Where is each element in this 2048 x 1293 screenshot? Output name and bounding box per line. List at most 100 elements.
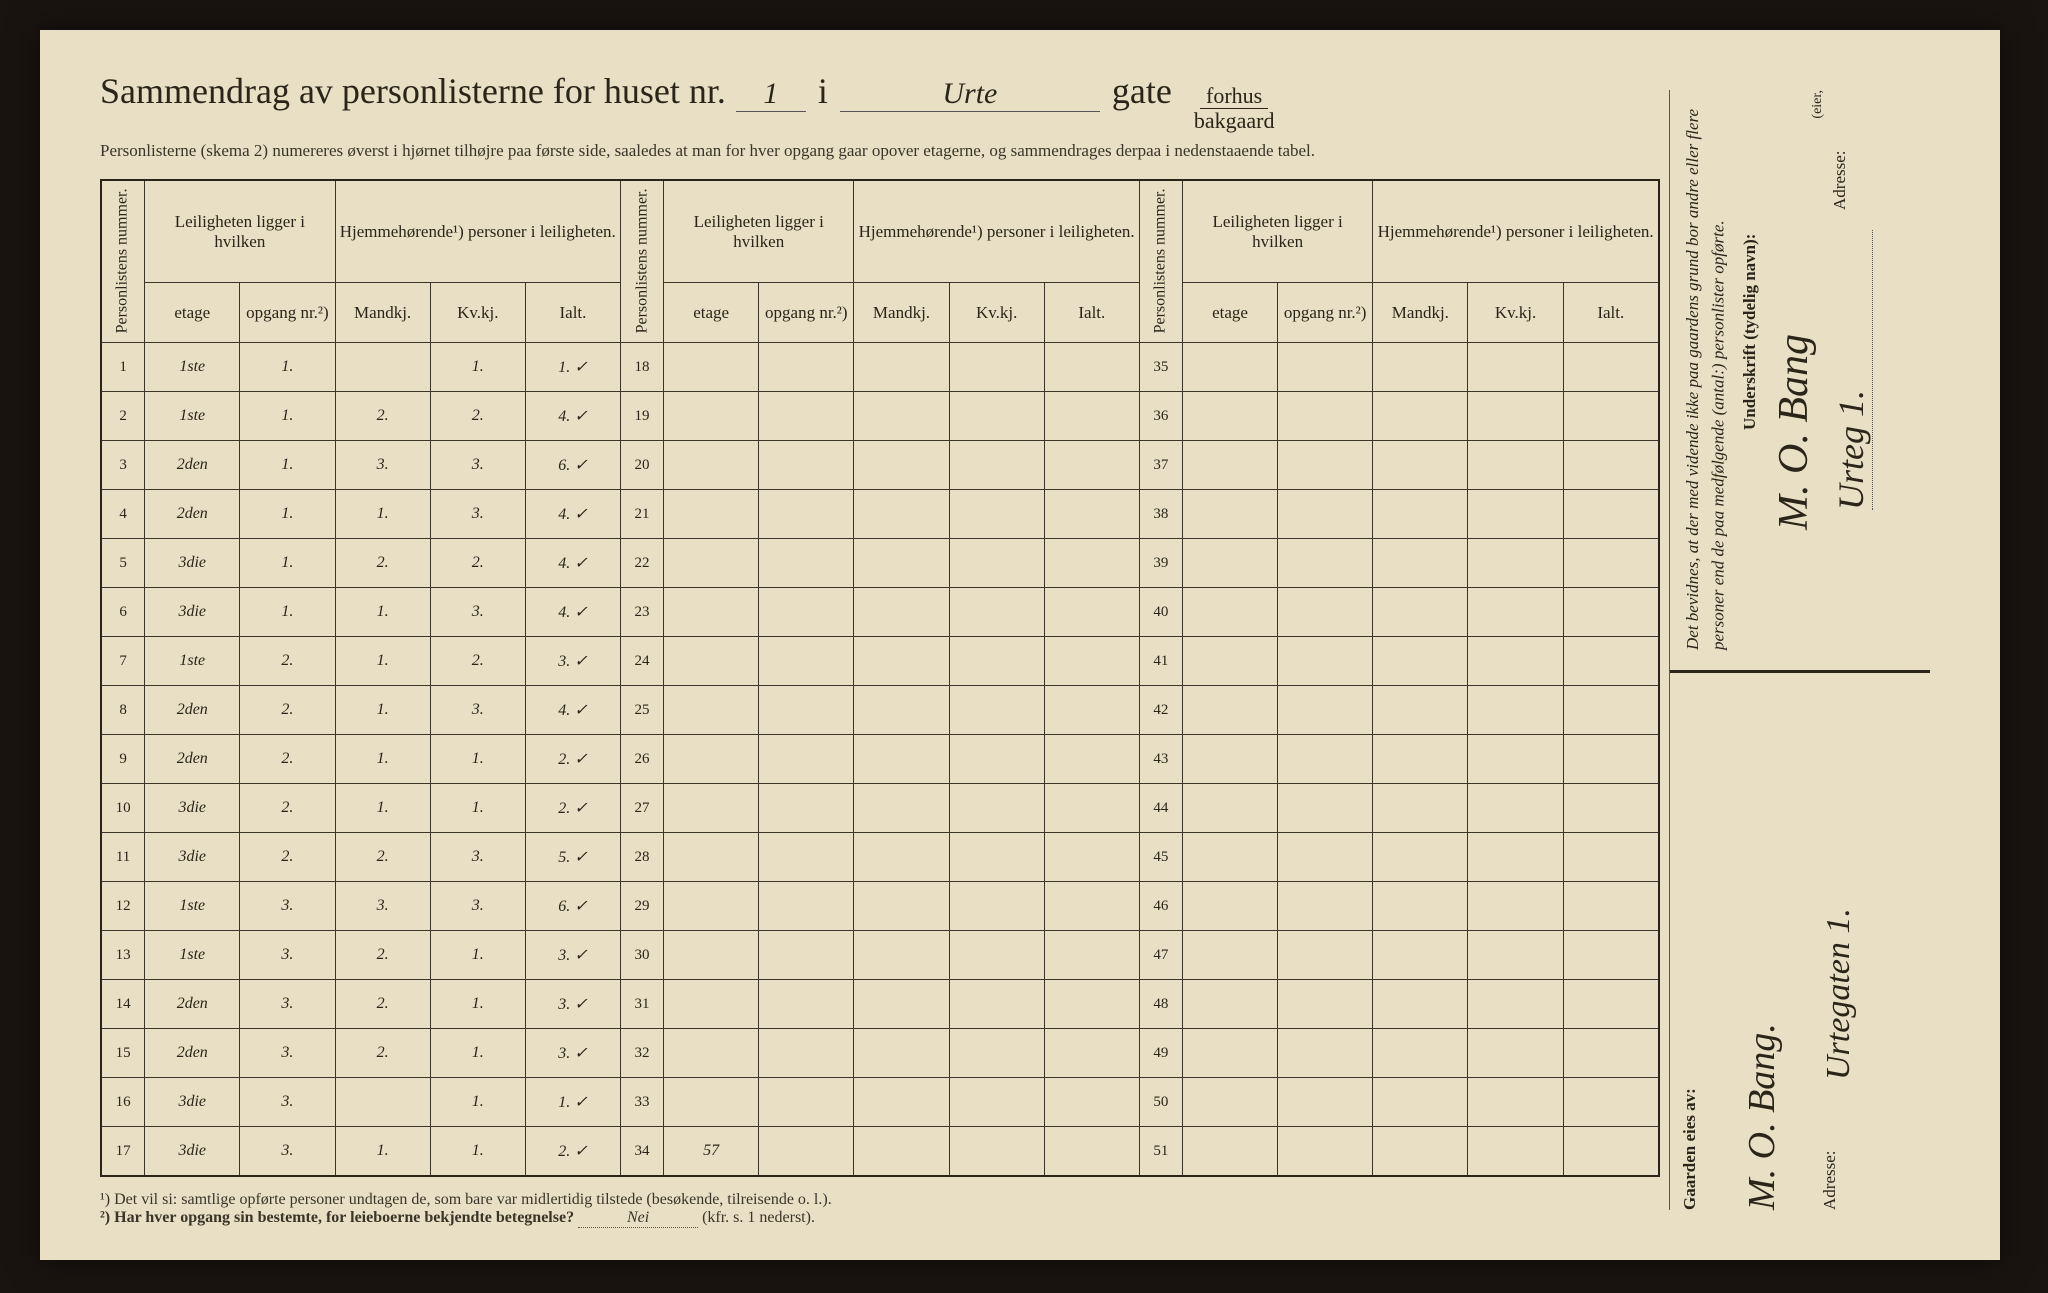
cell-empty <box>1182 784 1277 833</box>
row-num-2: 29 <box>621 882 664 931</box>
cell-empty <box>1044 931 1139 980</box>
cell-empty <box>1563 735 1659 784</box>
cell-empty <box>854 735 949 784</box>
cell-empty <box>1563 882 1659 931</box>
row-num: 4 <box>101 490 145 539</box>
row-num-3: 44 <box>1139 784 1182 833</box>
street-name: Urte <box>840 77 1100 112</box>
row-num-3: 38 <box>1139 490 1182 539</box>
cell-empty <box>1182 1127 1277 1177</box>
cell-mandkj: 2. <box>335 392 430 441</box>
cell-empty <box>949 686 1044 735</box>
row-num-2: 23 <box>621 588 664 637</box>
col-leilighet-1: Leiligheten ligger i hvilken <box>145 180 335 282</box>
cell-empty <box>1044 539 1139 588</box>
census-table: Personlistens nummer. Leiligheten ligger… <box>100 179 1660 1177</box>
cell-empty <box>1468 588 1563 637</box>
cell-empty <box>1563 980 1659 1029</box>
table-row: 113die2.2.3.5. ✓2845 <box>101 833 1659 882</box>
table-row: 42den1.1.3.4. ✓2138 <box>101 490 1659 539</box>
cell-empty <box>1468 686 1563 735</box>
cell-empty <box>759 1078 854 1127</box>
cell-empty <box>1373 980 1468 1029</box>
col-leilighet-2: Leiligheten ligger i hvilken <box>664 180 854 282</box>
row-num: 6 <box>101 588 145 637</box>
cell-empty <box>1182 1078 1277 1127</box>
cell-empty <box>1468 1127 1563 1177</box>
cell-empty <box>1373 882 1468 931</box>
cell-empty <box>1044 637 1139 686</box>
cell-empty <box>1278 686 1373 735</box>
row-num: 5 <box>101 539 145 588</box>
cell-empty <box>1182 392 1277 441</box>
cell-empty <box>1563 637 1659 686</box>
cell-empty <box>759 931 854 980</box>
cell-empty <box>664 931 759 980</box>
cell-mandkj: 3. <box>335 441 430 490</box>
cell-opgang: 2. <box>240 735 335 784</box>
cell-kvkj: 1. <box>430 343 525 392</box>
row-num-3: 41 <box>1139 637 1182 686</box>
cell-empty <box>1563 833 1659 882</box>
cell-ialt: 4. ✓ <box>525 588 620 637</box>
row-num-2: 24 <box>621 637 664 686</box>
cell-kvkj: 1. <box>430 1078 525 1127</box>
cell-empty <box>1373 539 1468 588</box>
cell-etage: 1ste <box>145 931 240 980</box>
cell-etage: 3die <box>145 588 240 637</box>
cell-empty <box>1563 539 1659 588</box>
cell-empty <box>1182 490 1277 539</box>
cell-empty <box>664 1029 759 1078</box>
h-kvkj-3: Kv.kj. <box>1468 283 1563 343</box>
h-ialt-3: Ialt. <box>1563 283 1659 343</box>
cell-ialt: 3. ✓ <box>525 1029 620 1078</box>
table-row: 11ste1.1.1. ✓1835 <box>101 343 1659 392</box>
cell-ialt: 2. ✓ <box>525 735 620 784</box>
cell-etage: 2den <box>145 1029 240 1078</box>
cell-empty <box>949 735 1044 784</box>
cell-etage: 1ste <box>145 882 240 931</box>
cell-empty <box>1182 343 1277 392</box>
cell-empty <box>1373 784 1468 833</box>
row-num-3: 36 <box>1139 392 1182 441</box>
title-gate: gate <box>1112 70 1172 112</box>
cell-empty <box>759 490 854 539</box>
row-num-2: 18 <box>621 343 664 392</box>
cell-empty <box>759 735 854 784</box>
cell-empty <box>1563 1029 1659 1078</box>
h-kvkj-2: Kv.kj. <box>949 283 1044 343</box>
h-mandkj-2: Mandkj. <box>854 283 949 343</box>
cell-opgang: 3. <box>240 980 335 1029</box>
cell-kvkj: 1. <box>430 735 525 784</box>
row-num-2: 32 <box>621 1029 664 1078</box>
cell-etage: 1ste <box>145 343 240 392</box>
cell-empty <box>664 392 759 441</box>
cell-etage: 2den <box>145 980 240 1029</box>
cell-mandkj: 2. <box>335 1029 430 1078</box>
cell-empty <box>949 1127 1044 1177</box>
row-num-2: 21 <box>621 490 664 539</box>
cell-empty <box>759 539 854 588</box>
cell-empty <box>1373 1078 1468 1127</box>
row-num-2: 25 <box>621 686 664 735</box>
cell-etage: 2den <box>145 441 240 490</box>
cell-empty <box>949 1078 1044 1127</box>
cell-empty <box>1563 784 1659 833</box>
cell-empty <box>1468 392 1563 441</box>
cell-empty <box>759 980 854 1029</box>
cell-opgang: 3. <box>240 1029 335 1078</box>
cell-empty <box>759 392 854 441</box>
row-num: 1 <box>101 343 145 392</box>
cell-kvkj: 1. <box>430 931 525 980</box>
cell-ialt: 5. ✓ <box>525 833 620 882</box>
row-num-3: 39 <box>1139 539 1182 588</box>
row-num-3: 50 <box>1139 1078 1182 1127</box>
cell-empty <box>1044 784 1139 833</box>
cell-empty <box>854 980 949 1029</box>
cell-empty <box>1044 1127 1139 1177</box>
right-divider <box>1670 670 1930 673</box>
cell-empty <box>1278 343 1373 392</box>
cell-empty <box>1563 931 1659 980</box>
footnote-2: ²) Har hver opgang sin bestemte, for lei… <box>100 1209 1660 1228</box>
row-num-2: 30 <box>621 931 664 980</box>
